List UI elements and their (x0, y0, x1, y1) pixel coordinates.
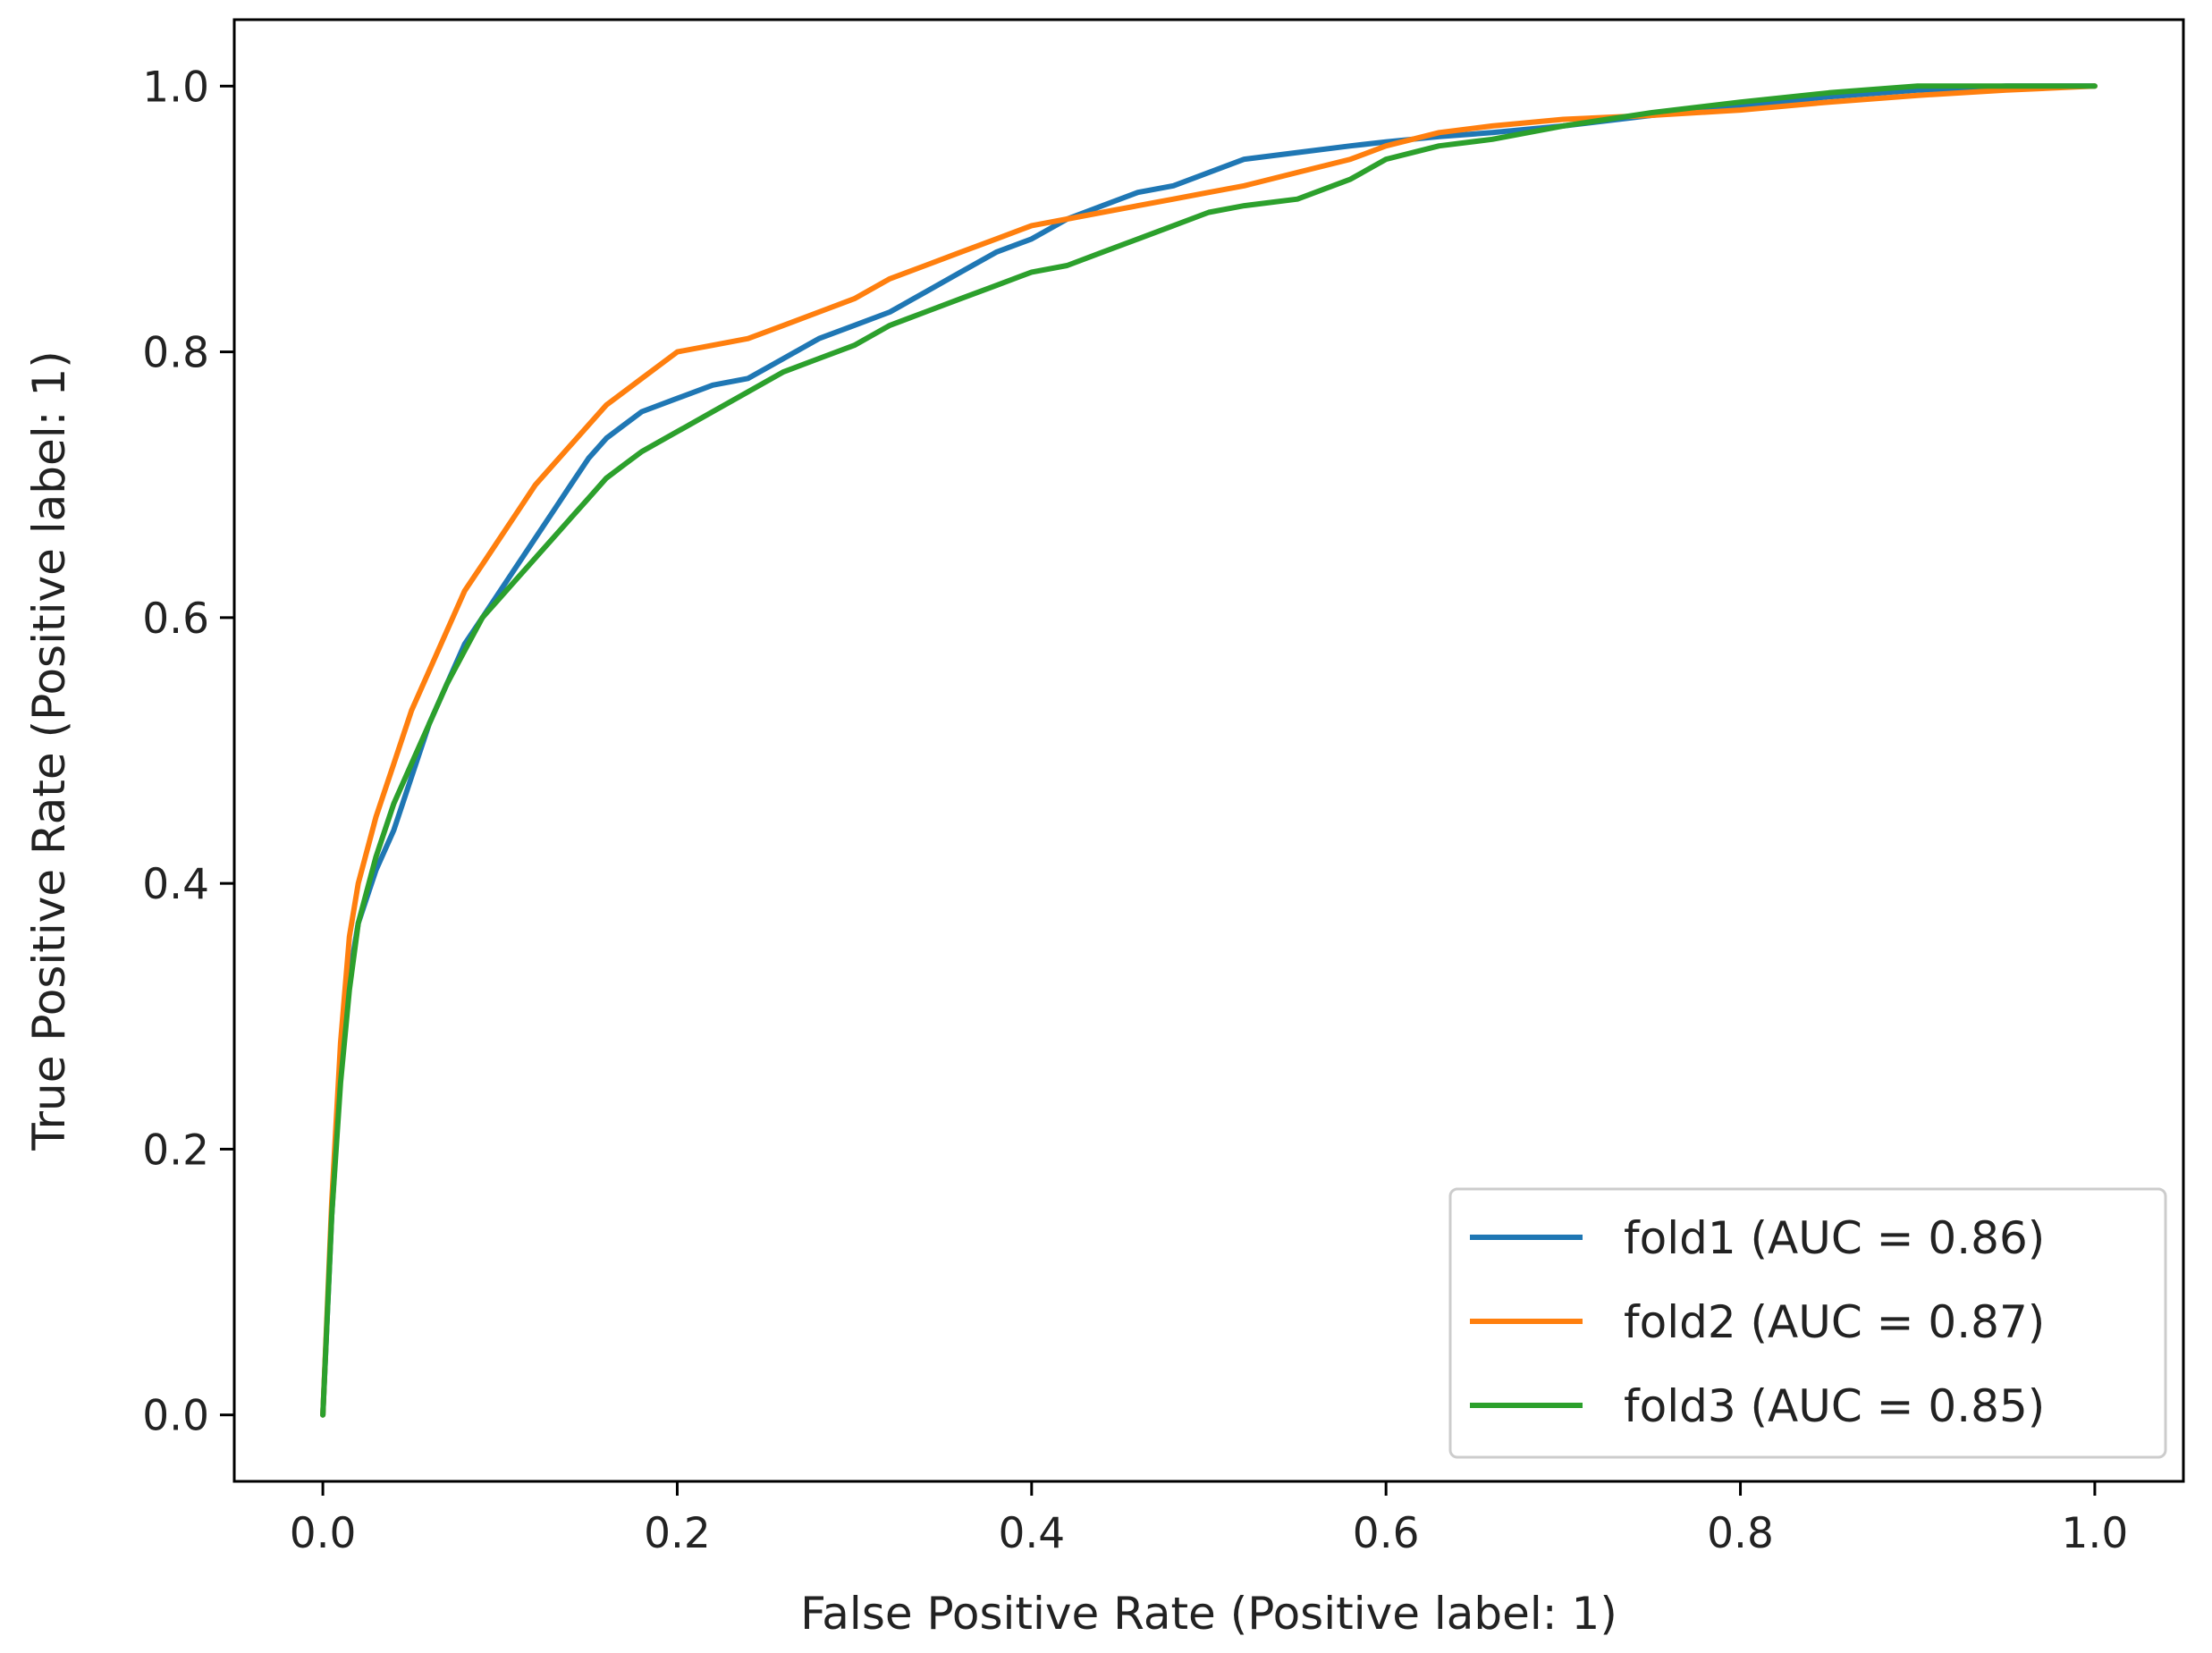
y-tick-label: 0.6 (142, 595, 209, 644)
legend-label-fold2: fold2 (AUC = 0.87) (1624, 1296, 2045, 1348)
x-tick-label: 0.2 (644, 1509, 711, 1558)
legend-box (1448, 1187, 2167, 1459)
y-axis-title: True Positive Rate (Positive label: 1) (23, 350, 75, 1151)
x-axis-title: False Positive Rate (Positive label: 1) (800, 1588, 1617, 1640)
x-tick-label: 0.4 (998, 1509, 1065, 1558)
series-line-fold2 (320, 83, 2098, 1418)
x-tick-label: 0.8 (1707, 1509, 1774, 1558)
plot-frame (232, 18, 2185, 1483)
x-axis-ticks: 0.0 0.2 0.4 0.6 0.8 1.0 (290, 1481, 2129, 1558)
series-line-fold3 (320, 83, 2098, 1418)
y-tick-label: 0.4 (142, 860, 209, 909)
y-tick-label: 1.0 (142, 63, 209, 112)
x-tick-label: 0.0 (290, 1509, 357, 1558)
x-tick-label: 1.0 (2062, 1509, 2129, 1558)
legend-label-fold1: fold1 (AUC = 0.86) (1624, 1212, 2045, 1264)
y-axis-ticks: 0.0 0.2 0.4 0.6 0.8 1.0 (142, 63, 234, 1441)
y-tick-label: 0.8 (142, 329, 209, 378)
x-tick-label: 0.6 (1353, 1509, 1420, 1558)
y-tick-label: 0.2 (142, 1126, 209, 1175)
series-layer (320, 83, 2098, 1418)
legend: fold1 (AUC = 0.86) fold2 (AUC = 0.87) fold… (1448, 1187, 2167, 1459)
legend-label-fold3: fold3 (AUC = 0.85) (1624, 1380, 2045, 1432)
y-tick-label: 0.0 (142, 1392, 209, 1441)
